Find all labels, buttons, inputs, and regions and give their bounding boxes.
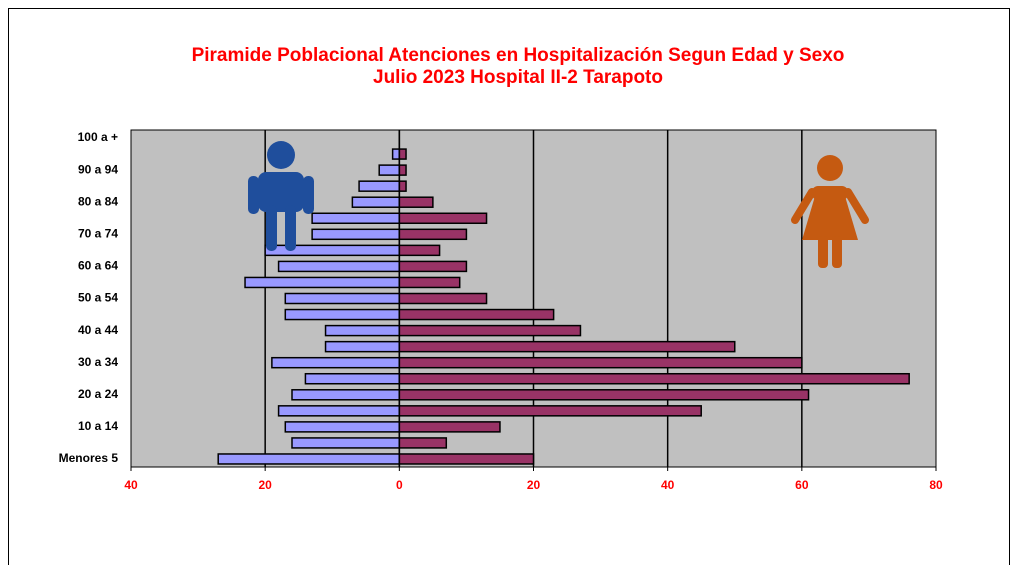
y-tick-label: 20 a 24 xyxy=(78,387,118,401)
bar xyxy=(398,292,488,305)
bar xyxy=(284,292,401,305)
bar xyxy=(277,260,401,273)
y-tick-label: 90 a 94 xyxy=(78,162,118,176)
x-tick-label: 40 xyxy=(661,478,675,492)
bar xyxy=(291,389,401,401)
bar xyxy=(284,308,401,321)
bar xyxy=(217,453,401,465)
x-tick-label: 80 xyxy=(929,478,943,492)
bar xyxy=(398,372,910,385)
bar xyxy=(304,372,401,385)
bar xyxy=(398,148,407,160)
bar xyxy=(398,228,468,241)
chart-subtitle: Julio 2023 Hospital II-2 Tarapoto xyxy=(373,67,663,88)
chart-title: Piramide Poblacional Atenciones en Hospi… xyxy=(192,45,845,66)
bar xyxy=(398,308,555,321)
bar xyxy=(398,356,803,369)
y-tick-label: 60 a 64 xyxy=(78,259,118,273)
female-icon xyxy=(791,155,869,268)
bar xyxy=(271,356,401,369)
bar xyxy=(398,324,582,337)
y-tick-label: Menores 5 xyxy=(59,451,119,465)
bar xyxy=(398,244,441,257)
bar xyxy=(398,437,448,449)
bar xyxy=(398,276,461,289)
bar xyxy=(398,164,407,176)
frame xyxy=(8,8,1010,565)
bar xyxy=(398,453,535,465)
bar xyxy=(398,196,434,208)
bar xyxy=(398,421,501,433)
bar xyxy=(398,180,407,192)
x-tick-label: 20 xyxy=(527,478,541,492)
bar xyxy=(324,340,401,353)
x-tick-label: 20 xyxy=(258,478,272,492)
male-icon xyxy=(248,141,314,251)
y-tick-label: 80 a 84 xyxy=(78,194,118,208)
bar xyxy=(398,260,468,273)
y-tick-label: 70 a 74 xyxy=(78,226,118,240)
x-tick-label: 40 xyxy=(124,478,138,492)
bar xyxy=(398,405,702,417)
bar xyxy=(398,340,736,353)
bar xyxy=(398,212,488,225)
bar xyxy=(311,228,401,241)
bar xyxy=(351,196,401,208)
y-tick-label: 40 a 44 xyxy=(78,323,118,337)
bar xyxy=(277,405,401,417)
y-tick-label: 30 a 34 xyxy=(78,355,118,369)
bar xyxy=(398,389,810,401)
y-tick-label: 100 a + xyxy=(78,130,118,144)
y-tick-label: 10 a 14 xyxy=(78,419,118,433)
bar xyxy=(291,437,401,449)
bar xyxy=(244,276,401,289)
y-tick-label: 50 a 54 xyxy=(78,291,118,305)
bar xyxy=(324,324,401,337)
bar xyxy=(378,164,401,176)
bar xyxy=(358,180,401,192)
x-tick-label: 60 xyxy=(795,478,809,492)
x-tick-label: 0 xyxy=(396,478,403,492)
bar xyxy=(311,212,401,225)
bar xyxy=(284,421,401,433)
bar xyxy=(391,148,401,160)
